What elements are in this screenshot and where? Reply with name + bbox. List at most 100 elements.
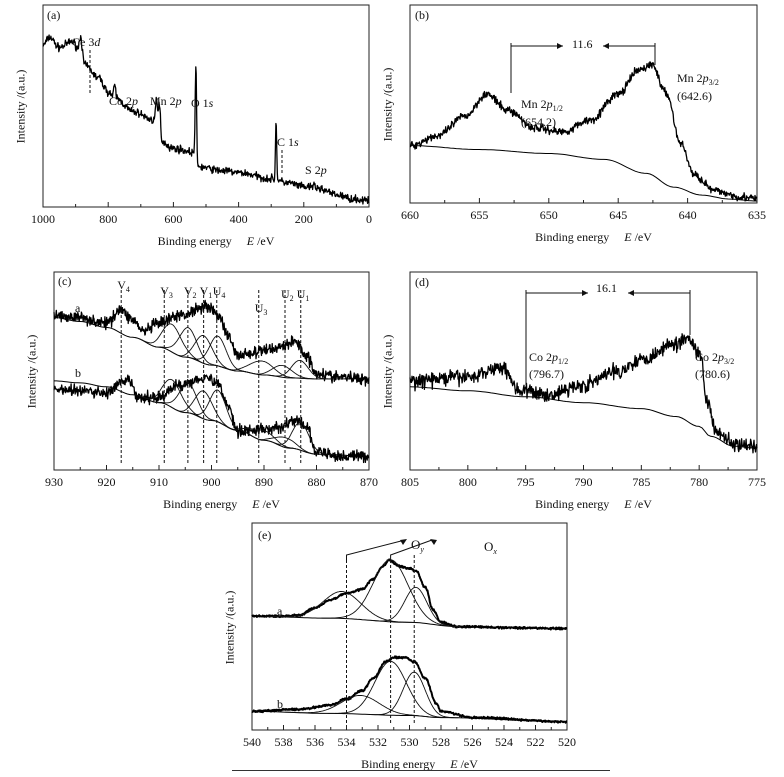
fit-component-a [215, 360, 308, 380]
annotation-o1s: O 1s [191, 96, 214, 110]
annotation-co2p12-value: (796.7) [529, 367, 564, 381]
x-tick-label: 0 [366, 212, 372, 226]
y-axis-label: Intensity /(a.u.) [24, 334, 39, 409]
x-axis-label: Binding energy E /eV [163, 497, 280, 511]
annotation-c1s: C 1s [277, 135, 299, 149]
spectrum-curve-b [251, 655, 568, 724]
x-tick-label: 645 [609, 208, 628, 222]
x-tick-label: 775 [748, 475, 766, 489]
x-tick-label: 530 [400, 735, 419, 749]
x-tick-label: 1000 [31, 212, 55, 226]
x-tick-label: 400 [229, 212, 248, 226]
annotation-mn2p32: Mn 2p3/2 [677, 71, 719, 87]
x-tick-label: 522 [526, 735, 545, 749]
x-tick-label: 920 [97, 475, 116, 489]
background-curve [410, 145, 757, 202]
x-tick-label: 650 [539, 208, 558, 222]
x-tick-label: 795 [516, 475, 535, 489]
x-tick-label: 532 [369, 735, 387, 749]
annotation-co2p32: Co 2p3/2 [695, 350, 735, 366]
curve-label-b: b [75, 366, 81, 380]
x-tick-label: 635 [748, 208, 766, 222]
x-tick-label: 600 [164, 212, 183, 226]
x-tick-label: 780 [690, 475, 709, 489]
peak-label-V3: V3 [160, 284, 173, 300]
spectrum-curve-a [251, 558, 568, 631]
x-tick-label: 800 [99, 212, 118, 226]
panel-label-b: (b) [415, 8, 429, 22]
curve-label-a: a [277, 604, 283, 618]
arrow-head-icon [582, 290, 588, 296]
x-axis-label: Binding energy E /eV [535, 497, 652, 511]
y-axis-label: Intensity /(a.u.) [380, 67, 395, 142]
annotation-co2p32-value: (780.6) [695, 367, 730, 381]
x-tick-label: 930 [45, 475, 63, 489]
panel-label-e: (e) [258, 528, 272, 542]
annotation-co2p: Co 2p [109, 94, 139, 108]
fit-component-a [371, 586, 460, 627]
x-tick-label: 805 [401, 475, 419, 489]
x-tick-label: 900 [202, 475, 221, 489]
separation-label-d: 16.1 [596, 281, 617, 295]
fit-component-a [184, 335, 252, 374]
x-tick-label: 520 [558, 735, 576, 749]
x-tick-label: 800 [458, 475, 477, 489]
arrow-head-icon [400, 539, 407, 545]
panel-label-a: (a) [47, 8, 61, 22]
x-tick-label: 536 [306, 735, 324, 749]
x-tick-label: 660 [401, 208, 419, 222]
fit-component-a [134, 323, 211, 366]
fit-component-b [184, 389, 252, 437]
peak-label-V4: V4 [117, 278, 130, 294]
fit-component-b [152, 382, 224, 426]
fit-component-b [215, 420, 308, 454]
arrow-head-icon [430, 539, 437, 545]
x-axis-label: Binding energy E /eV [157, 234, 275, 248]
background-curve [409, 386, 758, 449]
spectrum-curve [409, 333, 758, 454]
y-axis-label: Intensity /(a.u.) [380, 334, 395, 409]
fit-component-b [285, 695, 437, 718]
arrow-line [346, 539, 406, 560]
spectrum-curve-a [53, 299, 370, 387]
annotation-oy: Oy [411, 537, 424, 554]
annotation-co2p12: Co 2p1/2 [529, 350, 569, 366]
fit-component-a [244, 364, 321, 380]
x-tick-label: 910 [150, 475, 168, 489]
panel-label-c: (c) [58, 274, 72, 288]
x-tick-label: 640 [678, 208, 697, 222]
y-axis-label: Intensity /(a.u.) [13, 69, 28, 144]
annotation-mn2p: Mn 2p [150, 94, 182, 108]
x-tick-label: 200 [294, 212, 313, 226]
separation-label-b: 11.6 [572, 37, 593, 51]
annotation-mn2p32-value: (642.6) [677, 89, 712, 103]
x-tick-label: 526 [463, 735, 482, 749]
annotation-mn2p12: Mn 2p1/2 [521, 97, 563, 113]
peak-label-U4: U4 [212, 284, 226, 300]
arrow-head-icon [557, 43, 563, 49]
peak-label-U2: U2 [281, 287, 294, 303]
x-tick-label: 534 [337, 735, 356, 749]
spectrum-curve [409, 61, 758, 202]
peak-label-U3: U3 [254, 301, 268, 317]
x-tick-label: 790 [574, 475, 593, 489]
arrow-head-icon [628, 290, 634, 296]
annotation-mn2p12-value: (654.2) [521, 115, 556, 129]
panel-label-d: (d) [415, 275, 429, 289]
x-tick-label: 880 [307, 475, 326, 489]
bottom-rule [232, 770, 610, 771]
x-tick-label: 870 [360, 475, 378, 489]
x-tick-label: 890 [255, 475, 273, 489]
annotation-ce3d: Ce 3d [72, 35, 101, 49]
x-tick-label: 785 [632, 475, 651, 489]
peak-label-V1: V1 [199, 284, 213, 300]
annotation-s2p: S 2p [305, 163, 327, 177]
x-tick-label: 655 [470, 208, 489, 222]
peak-label-U1: U1 [296, 287, 310, 303]
x-tick-label: 540 [243, 735, 261, 749]
arrow-head-icon [603, 43, 609, 49]
curve-label-b: b [277, 697, 283, 711]
x-axis-label: Binding energy E /eV [535, 230, 652, 244]
